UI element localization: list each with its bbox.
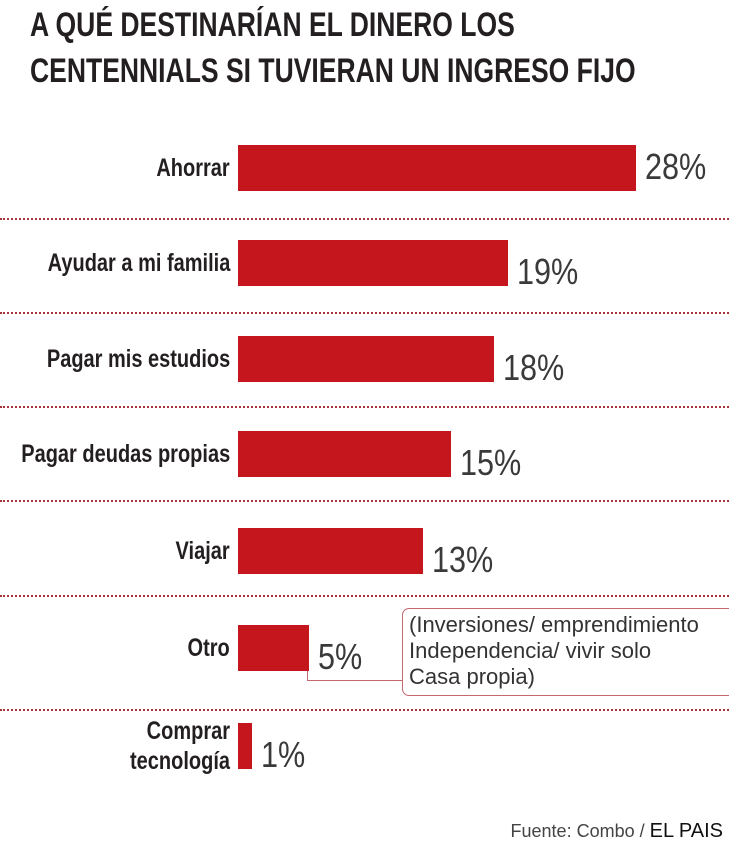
row-divider xyxy=(0,500,729,502)
bar xyxy=(238,723,253,769)
category-label-line: tecnología xyxy=(129,747,230,775)
value-label: 28% xyxy=(644,146,706,187)
source-text: Fuente: Combo / xyxy=(510,821,645,841)
bar xyxy=(238,336,494,382)
title-line-2: CENTENNIALS SI TUVIERAN UN INGRESO FIJO xyxy=(30,52,636,90)
category-label: Comprar tecnología xyxy=(130,716,230,776)
annotation-line: Casa propia) xyxy=(409,664,535,689)
value-label: 15% xyxy=(460,442,522,483)
bar xyxy=(238,625,309,671)
annotation-line: Independencia/ vivir solo xyxy=(409,638,652,663)
annotation-line: (Inversiones/ emprendimiento xyxy=(409,612,699,637)
title-line-1: A QUÉ DESTINARÍAN EL DINERO LOS xyxy=(30,6,515,44)
category-label-line: Ahorrar xyxy=(156,154,230,182)
row-divider xyxy=(0,312,729,314)
value-label: 18% xyxy=(502,347,564,388)
row-divider xyxy=(0,218,729,220)
bar xyxy=(238,431,451,477)
value-label: 13% xyxy=(431,539,493,580)
bar xyxy=(238,145,636,191)
category-label: Ahorrar xyxy=(157,153,230,183)
category-label: Otro xyxy=(188,633,230,663)
category-label-line: Pagar mis estudios xyxy=(46,345,230,373)
row-divider xyxy=(0,595,729,597)
source-brand: EL PAIS xyxy=(649,820,723,842)
chart-title: A QUÉ DESTINARÍAN EL DINERO LOS CENTENNI… xyxy=(30,2,636,94)
row-divider xyxy=(0,709,729,711)
category-label: Ayudar a mi familia xyxy=(47,248,230,278)
source-note: Fuente: Combo / EL PAIS xyxy=(511,820,723,843)
category-label-line: Otro xyxy=(187,634,230,662)
category-label-line: Pagar deudas propias xyxy=(21,440,230,468)
category-label: Viajar xyxy=(176,536,230,566)
category-label: Pagar deudas propias xyxy=(21,439,230,469)
value-label: 19% xyxy=(516,251,579,292)
row-divider xyxy=(0,406,729,408)
value-label: 1% xyxy=(261,734,306,775)
bar xyxy=(238,240,508,286)
bar xyxy=(238,528,423,574)
category-label-line: Ayudar a mi familia xyxy=(47,249,230,277)
category-label-line: Comprar xyxy=(146,717,230,745)
annotation-box: (Inversiones/ emprendimiento Independenc… xyxy=(402,608,729,696)
value-label: 5% xyxy=(318,636,363,677)
category-label: Pagar mis estudios xyxy=(47,344,230,374)
annotation-connector xyxy=(307,671,403,681)
category-label-line: Viajar xyxy=(175,537,230,565)
